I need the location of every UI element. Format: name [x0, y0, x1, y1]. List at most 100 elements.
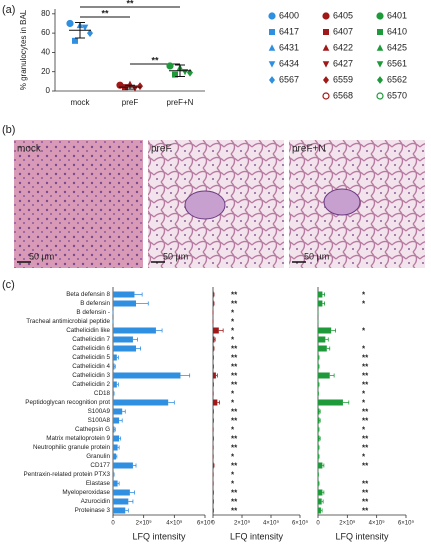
legend-label: 6559: [333, 74, 353, 84]
significance: **: [362, 408, 369, 417]
error-bar: [117, 356, 119, 360]
bar: [113, 409, 122, 415]
legend-marker: [323, 44, 330, 50]
category-label: Granulin: [86, 453, 110, 460]
category-label: Azurocidin: [81, 498, 111, 505]
significance: **: [231, 363, 238, 372]
error-bar: [119, 437, 121, 441]
legend-label: 6562: [387, 74, 407, 84]
data-point: [182, 69, 189, 75]
x-tick-label: 2×10⁹: [339, 520, 356, 527]
bar: [113, 292, 134, 298]
legend-marker: [377, 76, 383, 84]
category-label: Cathelicidin 3: [72, 372, 110, 379]
bar: [113, 364, 115, 370]
significance: *: [231, 399, 235, 408]
error-bar: [128, 500, 133, 504]
bar: [213, 400, 217, 406]
bar: [113, 301, 136, 307]
histology-image: [14, 140, 143, 268]
error-bar: [133, 464, 136, 468]
significance: *: [231, 480, 235, 489]
significance: *: [362, 345, 366, 354]
significance: **: [231, 381, 238, 390]
category-label: Cathelicidin 6: [72, 345, 110, 352]
bar: [113, 337, 133, 343]
category-label: Cathelicidin 2: [72, 381, 110, 388]
scale-label: 50 µm: [163, 251, 188, 261]
significance: *: [231, 318, 235, 327]
bar: [113, 490, 130, 496]
legend-label: 6410: [387, 26, 407, 36]
y-tick-label: 60: [41, 28, 50, 37]
category-label: B defensin -: [76, 309, 110, 316]
bar: [113, 346, 136, 352]
bar: [318, 481, 319, 487]
category-label: Tracheal antimicrobial peptide: [26, 318, 110, 325]
significance: *: [362, 291, 366, 300]
error-bar: [322, 464, 323, 468]
error-bar: [325, 338, 328, 342]
error-bar: [321, 509, 322, 513]
significance: *: [231, 426, 235, 435]
bar: [113, 481, 118, 487]
scale-label: 50 µm: [304, 251, 329, 261]
legend-marker: [323, 29, 329, 35]
data-point: [67, 20, 73, 26]
legend-label: 6407: [333, 26, 353, 36]
error-bar: [322, 302, 324, 306]
bar: [318, 418, 319, 424]
category-label: S100A8: [88, 417, 111, 424]
bar: [318, 364, 319, 370]
bar: [318, 382, 319, 388]
axis: [213, 287, 300, 515]
error-bar: [116, 455, 117, 459]
significance: **: [362, 372, 369, 381]
error-bar: [214, 338, 215, 342]
legend-label: 6427: [333, 58, 353, 68]
error-bar: [322, 500, 323, 504]
legend-marker: [269, 29, 275, 35]
legend-marker: [377, 29, 383, 35]
x-axis-label: LFQ intensity: [132, 531, 186, 541]
bar: [318, 508, 321, 514]
bar: [318, 373, 330, 379]
bar: [318, 463, 322, 469]
category-label: Elastase: [86, 480, 111, 487]
category-label: CD177: [90, 462, 110, 469]
data-point: [72, 38, 78, 44]
bar: [113, 472, 114, 478]
significance: **: [231, 408, 238, 417]
airway: [185, 191, 225, 219]
significance: *: [362, 327, 366, 336]
error-bar: [119, 419, 122, 423]
axis: [55, 9, 205, 91]
significance: **: [231, 507, 238, 516]
significance: *: [231, 327, 235, 336]
significance: **: [126, 0, 134, 8]
bar: [113, 355, 117, 361]
category-label: B defensin: [80, 300, 110, 307]
x-tick-label: preF+N: [167, 98, 194, 107]
image-label: preF+N: [292, 144, 326, 155]
bar: [318, 328, 331, 334]
legend-label: 6425: [387, 42, 407, 52]
significance: **: [231, 417, 238, 426]
y-tick-label: 0: [46, 86, 51, 95]
error-bar: [327, 347, 330, 351]
legend-marker: [377, 93, 383, 99]
error-bar: [125, 509, 128, 513]
error-bar: [216, 374, 217, 378]
error-bar: [133, 338, 138, 342]
x-tick-label: 0: [316, 521, 320, 527]
bar: [113, 508, 125, 514]
legend-label: 6570: [387, 90, 407, 100]
category-label: Cathepsin G: [75, 426, 110, 433]
bar: [113, 418, 119, 424]
x-tick-label: 6×10⁹: [398, 520, 415, 527]
category-label: Myeloperoxidase: [62, 489, 110, 496]
error-bar: [219, 329, 223, 333]
error-bar: [322, 491, 323, 495]
bar: [113, 382, 117, 388]
image-label: preF: [151, 144, 172, 155]
